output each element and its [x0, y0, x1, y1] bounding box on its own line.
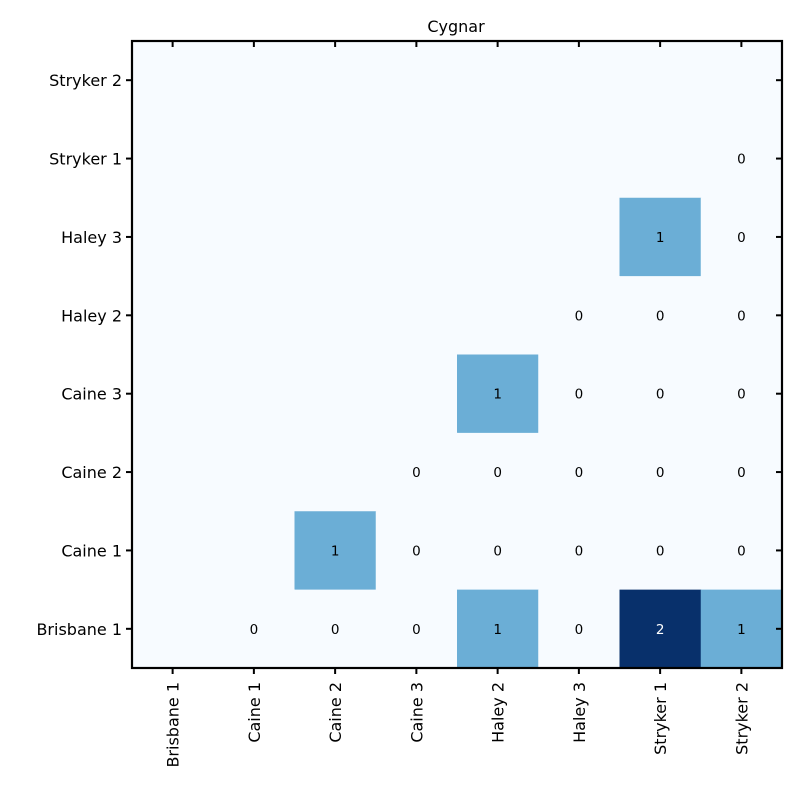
cell-value-label: 0	[412, 543, 421, 559]
heatmap-cell	[294, 511, 377, 591]
chart-title: Cygnar	[427, 17, 485, 36]
cell-value-label: 0	[737, 230, 746, 246]
y-axis-tick-labels: Stryker 2 Stryker 1 Haley 3 Haley 2 Caine 3 C…	[36, 71, 122, 639]
cell-value-label: 0	[575, 543, 584, 559]
heatmap-cell	[700, 354, 783, 434]
cell-value-label: 0	[575, 465, 584, 481]
y-tick-label: Caine 2	[61, 463, 122, 482]
heatmap-cell	[538, 589, 620, 669]
x-tick-label: Brisbane 1	[164, 682, 183, 768]
heatmap-cell	[538, 432, 620, 512]
cell-value-label: 0	[737, 387, 746, 403]
x-tick-label: Caine 1	[245, 682, 264, 743]
x-tick-label: Caine 2	[326, 682, 345, 743]
cell-value-label: 0	[656, 308, 665, 324]
heatmap-cell	[619, 197, 702, 277]
cell-value-label: 1	[331, 543, 340, 559]
cell-value-label: 0	[737, 543, 746, 559]
cell-value-label: 1	[493, 622, 502, 638]
y-tick-label: Caine 1	[61, 541, 122, 560]
heatmap-cell	[375, 432, 458, 512]
x-tick-label: Haley 2	[489, 682, 508, 743]
cell-value-label: 0	[575, 387, 584, 403]
cell-value-label: 0	[737, 152, 746, 168]
cell-value-label: 0	[493, 543, 502, 559]
y-tick-label: Stryker 2	[49, 71, 122, 90]
y-tick-label: Brisbane 1	[36, 620, 122, 639]
heatmap-cell	[619, 432, 702, 512]
heatmap-cell	[294, 589, 377, 669]
heatmap-cell	[375, 511, 458, 591]
heatmap-cell	[457, 432, 539, 512]
y-tick-label: Stryker 1	[49, 150, 122, 169]
heatmap-cell	[538, 511, 620, 591]
cell-value-label: 0	[656, 387, 665, 403]
x-tick-label: Caine 3	[407, 682, 426, 743]
plot-frame	[130, 39, 784, 670]
cell-value-label: 0	[412, 622, 421, 638]
cell-value-label: 0	[656, 543, 665, 559]
heatmap-cell	[538, 354, 620, 434]
cell-value-label: 2	[656, 622, 665, 638]
heatmap-cell	[700, 589, 783, 669]
heatmap-cell	[375, 589, 458, 669]
cell-value-label: 1	[656, 230, 665, 246]
y-tick-label: Haley 2	[61, 306, 122, 325]
heatmap-cell	[619, 276, 702, 355]
y-tick-label: Haley 3	[61, 228, 122, 247]
y-tick-label: Caine 3	[61, 385, 122, 404]
cell-value-label: 1	[493, 387, 502, 403]
heatmap-cell	[700, 511, 783, 591]
heatmap-cell	[700, 432, 783, 512]
heatmap-cell	[700, 119, 783, 199]
heatmap-cell	[619, 589, 702, 669]
heatmap-cell	[700, 276, 783, 355]
x-tick-label: Stryker 2	[732, 682, 751, 755]
cell-value-label: 1	[737, 622, 746, 638]
cell-value-label: 0	[250, 622, 259, 638]
heatmap-cell	[457, 511, 539, 591]
heatmap-cell	[538, 276, 620, 355]
heatmap-cell	[213, 589, 295, 669]
heatmap-cell	[700, 197, 783, 277]
heatmap-cell	[457, 354, 539, 434]
x-axis-tick-labels: Brisbane 1 Caine 1 Caine 2 Caine 3 Haley 2 Ha…	[164, 682, 752, 768]
x-tick-label: Stryker 1	[651, 682, 670, 755]
x-tick-label: Haley 3	[570, 682, 589, 743]
cell-value-label: 0	[331, 622, 340, 638]
cell-value-label: 0	[412, 465, 421, 481]
cell-value-label: 0	[493, 465, 502, 481]
heatmap-cell	[457, 589, 539, 669]
cell-value-label: 0	[575, 622, 584, 638]
heatmap-cell	[619, 511, 702, 591]
heatmap-cell-labels: 0 1 0 0 0 0 1 0 0 0 0 0 0 0 0 1 0 0 0 0 0 0 0 0 1 0 2 1	[250, 152, 746, 638]
cell-value-label: 0	[737, 465, 746, 481]
cell-value-label: 0	[656, 465, 665, 481]
heatmap-cells	[132, 41, 783, 669]
heatmap-cell	[619, 354, 702, 434]
cell-value-label: 0	[737, 308, 746, 324]
cell-value-label: 0	[575, 308, 584, 324]
